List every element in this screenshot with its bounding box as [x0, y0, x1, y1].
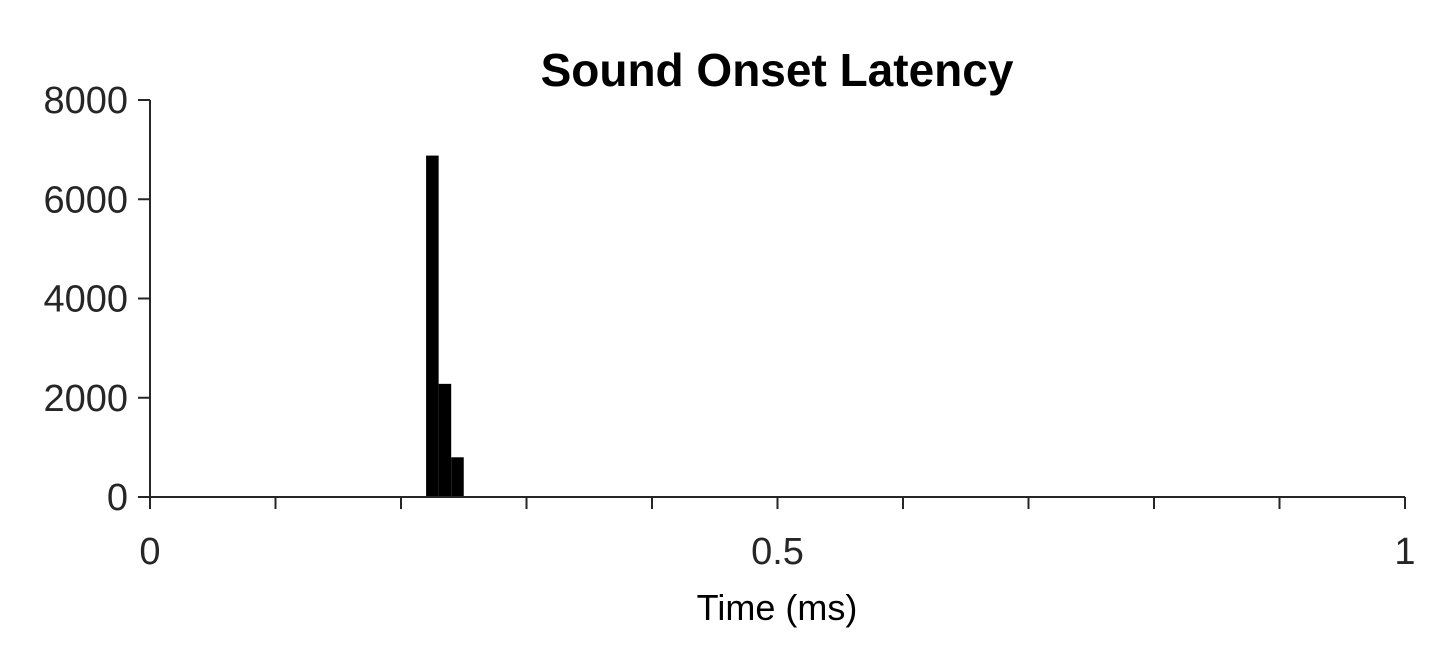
histogram-bar-1: [426, 155, 439, 497]
x-tick-label: 1: [1394, 531, 1415, 573]
chart-title: Sound Onset Latency: [541, 44, 1014, 96]
y-tick-label: 0: [107, 477, 128, 519]
axes-group: 0 2000 4000 6000 8000 0 0.5 1: [43, 80, 1415, 573]
y-tick-label: 4000: [43, 279, 128, 321]
histogram-bar-2: [438, 383, 452, 497]
y-tick-label: 8000: [43, 80, 128, 122]
x-tick-label: 0: [139, 531, 160, 573]
x-axis-label: Time (ms): [697, 587, 858, 628]
histogram-bar-3: [451, 457, 464, 497]
y-tick-label: 6000: [43, 179, 128, 221]
x-tick-label: 0.5: [751, 531, 804, 573]
y-tick-label: 2000: [43, 378, 128, 420]
bars-group: [426, 155, 464, 497]
